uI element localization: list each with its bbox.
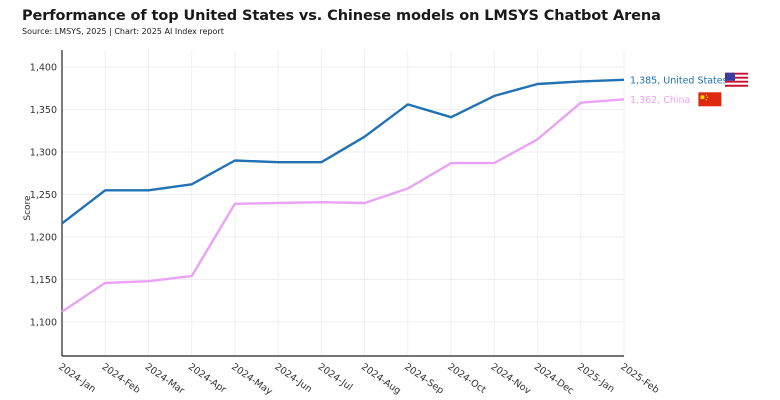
- x-tick-label: 2024-Oct: [445, 361, 488, 396]
- y-tick-label: 1,250: [30, 190, 57, 201]
- chart-title: Performance of top United States vs. Chi…: [22, 8, 661, 24]
- series-lines: [61, 78, 625, 313]
- x-tick-label: 2024-Jan: [56, 361, 97, 395]
- x-tick-label: 2025-Jan: [575, 361, 616, 395]
- y-tick-label: 1,100: [30, 318, 57, 329]
- chart-subtitle: Source: LMSYS, 2025 | Chart: 2025 AI Ind…: [22, 27, 224, 36]
- x-tick-label: 2024-Dec: [532, 361, 576, 396]
- end-label-united-states: 1,385, United States: [630, 75, 728, 86]
- x-tick-label: 2024-Mar: [143, 361, 187, 396]
- x-tick-label: 2024-Nov: [489, 361, 533, 397]
- x-tick-label: 2025-Feb: [618, 361, 661, 395]
- china-flag-icon: [698, 92, 722, 107]
- us-flag-icon: [725, 72, 748, 87]
- y-tick-label: 1,300: [30, 148, 57, 159]
- x-tick-label: 2024-Jul: [316, 361, 355, 393]
- x-tick-label: 2024-Feb: [100, 361, 143, 395]
- x-tick-label: 2024-Aug: [359, 361, 403, 396]
- series-line-united-states: [61, 78, 625, 225]
- y-tick-label: 1,150: [30, 275, 57, 286]
- y-tick-label: 1,400: [30, 63, 57, 74]
- y-tick-label: 1,200: [30, 233, 57, 244]
- x-tick-label: 2024-May: [229, 361, 274, 397]
- x-tick-label: 2024-Apr: [186, 361, 228, 395]
- end-label-china: 1,362, China: [630, 95, 690, 106]
- x-tick-label: 2024-Sep: [402, 361, 446, 396]
- end-labels: 1,385, United States 1,362, China: [630, 72, 748, 107]
- series-line-china: [61, 98, 625, 313]
- x-axis-ticks: 2024-Jan 2024-Feb 2024-Mar 2024-Apr 2024-May…: [56, 361, 661, 397]
- y-tick-label: 1,350: [30, 105, 57, 116]
- y-axis-label: Score: [23, 195, 33, 221]
- x-tick-label: 2024-Jun: [272, 361, 314, 395]
- y-axis-ticks: 1,100 1,150 1,200 1,250 1,300 1,350 1,400: [30, 63, 57, 329]
